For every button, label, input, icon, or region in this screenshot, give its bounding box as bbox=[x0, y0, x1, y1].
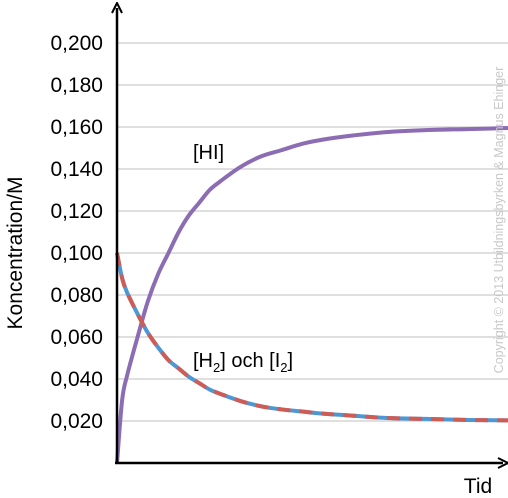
x-axis-title: Tid bbox=[464, 475, 492, 498]
y-tick-label: 0,100 bbox=[50, 242, 103, 265]
series-line-i2 bbox=[115, 252, 508, 423]
y-tick-label: 0,180 bbox=[50, 74, 103, 97]
y-tick-labels: 0,020 0,040 0,060 0,080 0,100 0,120 0,140 0,160… bbox=[50, 32, 103, 433]
h2-i2-label: [H2] och [I2] bbox=[193, 350, 293, 375]
y-tick-label: 0,140 bbox=[50, 158, 103, 181]
i2-subscript: 2 bbox=[280, 360, 287, 375]
y-axis-title: Koncentration/M bbox=[4, 177, 27, 330]
y-tick-label: 0,120 bbox=[50, 200, 103, 223]
h2-mid-text: ] och [I bbox=[220, 350, 280, 372]
y-tick-label: 0,200 bbox=[50, 32, 103, 55]
i2-close-text: ] bbox=[288, 350, 294, 372]
y-tick-label: 0,020 bbox=[50, 410, 103, 433]
y-tick-label: 0,060 bbox=[50, 326, 103, 349]
h2-open-text: [H bbox=[193, 350, 213, 372]
hi-label: [HI] bbox=[193, 142, 224, 164]
series-line-hi bbox=[115, 126, 508, 464]
grid-lines bbox=[117, 42, 508, 422]
h2-subscript: 2 bbox=[213, 360, 220, 375]
y-tick-label: 0,080 bbox=[50, 284, 103, 307]
series-lines bbox=[115, 126, 508, 464]
copyright-text: Copyright © 2013 Utbildningsbyrken & Mag… bbox=[492, 67, 506, 374]
y-tick-label: 0,040 bbox=[50, 368, 103, 391]
y-tick-label: 0,160 bbox=[50, 116, 103, 139]
